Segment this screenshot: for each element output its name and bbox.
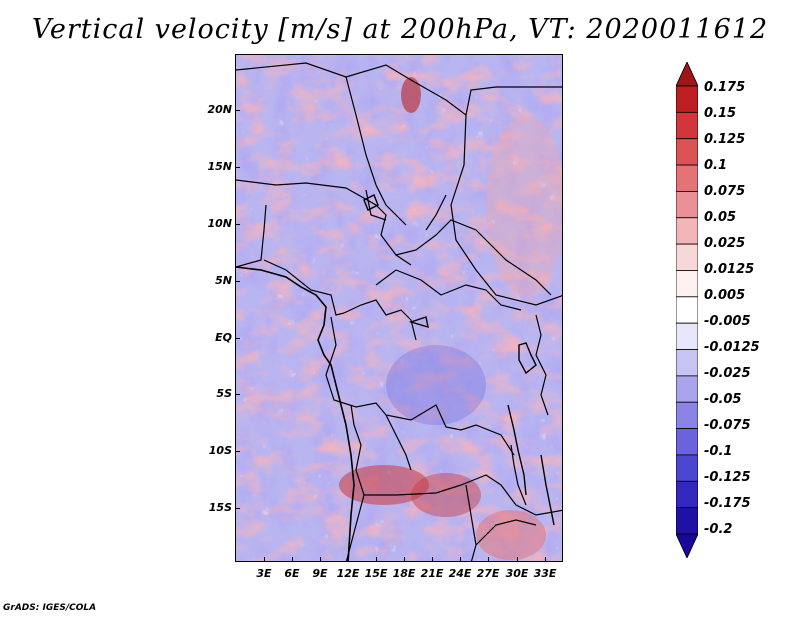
lat-tick (235, 281, 240, 282)
colorbar-bin (676, 533, 698, 558)
lon-tick (488, 557, 489, 562)
colorbar-bin (676, 296, 698, 324)
colorbar-label: -0.0125 (704, 340, 760, 355)
lake-malawi (540, 454, 555, 526)
colorbar-label: -0.005 (704, 314, 751, 329)
colorbar (676, 62, 698, 558)
lon-label: 15E (364, 567, 388, 580)
colorbar-bin (676, 322, 698, 350)
colorbar-bin (676, 428, 698, 456)
colorbar-bin (676, 138, 698, 166)
lon-tick (292, 557, 293, 562)
colorbar-label: 0.05 (704, 210, 737, 225)
colorbar-label: -0.025 (704, 366, 751, 381)
strong-ascent-region (401, 77, 421, 113)
lake-tanganyika (507, 404, 527, 496)
colorbar-label: 0.0125 (704, 262, 755, 277)
colorbar-bin (676, 401, 698, 429)
colorbar-label: 0.175 (704, 80, 746, 95)
lat-label: 10S (208, 444, 232, 457)
colorbar-bin (676, 243, 698, 271)
lon-label: 27E (476, 567, 500, 580)
lat-label: 15S (208, 501, 232, 514)
lon-tick (404, 557, 405, 562)
lon-label: 21E (420, 567, 444, 580)
lon-tick (432, 557, 433, 562)
colorbar-label: -0.1 (704, 444, 733, 459)
country-borders (236, 62, 562, 561)
lat-label: 5N (215, 274, 232, 287)
descent-region (386, 345, 486, 425)
lat-tick (235, 224, 240, 225)
lon-tick (320, 557, 321, 562)
lon-label: 9E (312, 567, 328, 580)
lon-label: 18E (392, 567, 416, 580)
colorbar-bin (676, 111, 698, 140)
colorbar-bin (676, 85, 698, 113)
colorbar-label: 0.125 (704, 132, 746, 147)
ascent-region (476, 510, 546, 560)
colorbar-label: 0.025 (704, 236, 746, 251)
lake-victoria (518, 342, 537, 375)
lat-label: EQ (215, 331, 232, 344)
lat-tick (235, 508, 240, 509)
colorbar-bin (676, 507, 698, 535)
map-panel (235, 54, 563, 562)
colorbar-bin (676, 62, 698, 87)
lat-label: 15N (207, 160, 232, 173)
lat-label: 5S (216, 387, 232, 400)
lon-label: 6E (284, 567, 300, 580)
colorbar-label: 0.005 (704, 288, 746, 303)
lon-tick (545, 557, 546, 562)
map-title: Vertical velocity [m/s] at 200hPa, VT: 2… (31, 14, 769, 45)
ascent-region (486, 115, 562, 295)
lakes (363, 194, 555, 526)
lon-label: 3E (256, 567, 272, 580)
colorbar-bin (676, 454, 698, 482)
lake-chad (363, 194, 379, 211)
lon-label: 24E (448, 567, 472, 580)
lat-tick (235, 394, 240, 395)
lon-label: 12E (336, 567, 360, 580)
lat-tick (235, 167, 240, 168)
colorbar-bin (676, 164, 698, 192)
colorbar-label: -0.175 (704, 496, 751, 511)
colorbar-bin (676, 480, 698, 509)
lat-label: 10N (207, 217, 232, 230)
lat-tick (235, 451, 240, 452)
colorbar-label: -0.075 (704, 418, 751, 433)
colorbar-label: -0.05 (704, 392, 742, 407)
lon-tick (264, 557, 265, 562)
coastline (236, 266, 355, 561)
colorbar-bin (676, 349, 698, 377)
lon-tick (348, 557, 349, 562)
lon-label: 30E (505, 567, 529, 580)
colorbar-bin (676, 270, 698, 298)
lat-tick (235, 110, 240, 111)
lat-label: 20N (207, 103, 232, 116)
vertical-velocity-field (236, 55, 562, 561)
colorbar-bin (676, 191, 698, 219)
colorbar-bin (676, 217, 698, 245)
footer-credit: GrADS: IGES/COLA (3, 603, 97, 613)
colorbar-label: 0.1 (704, 158, 728, 173)
lon-tick (460, 557, 461, 562)
colorbar-label: -0.2 (704, 522, 733, 537)
colorbar-label: 0.15 (704, 106, 737, 121)
lon-tick (376, 557, 377, 562)
lon-label: 33E (533, 567, 557, 580)
colorbar-label: 0.075 (704, 184, 746, 199)
lon-tick (517, 557, 518, 562)
colorbar-label: -0.125 (704, 470, 751, 485)
colorbar-bin (676, 375, 698, 403)
lat-tick (235, 338, 240, 339)
